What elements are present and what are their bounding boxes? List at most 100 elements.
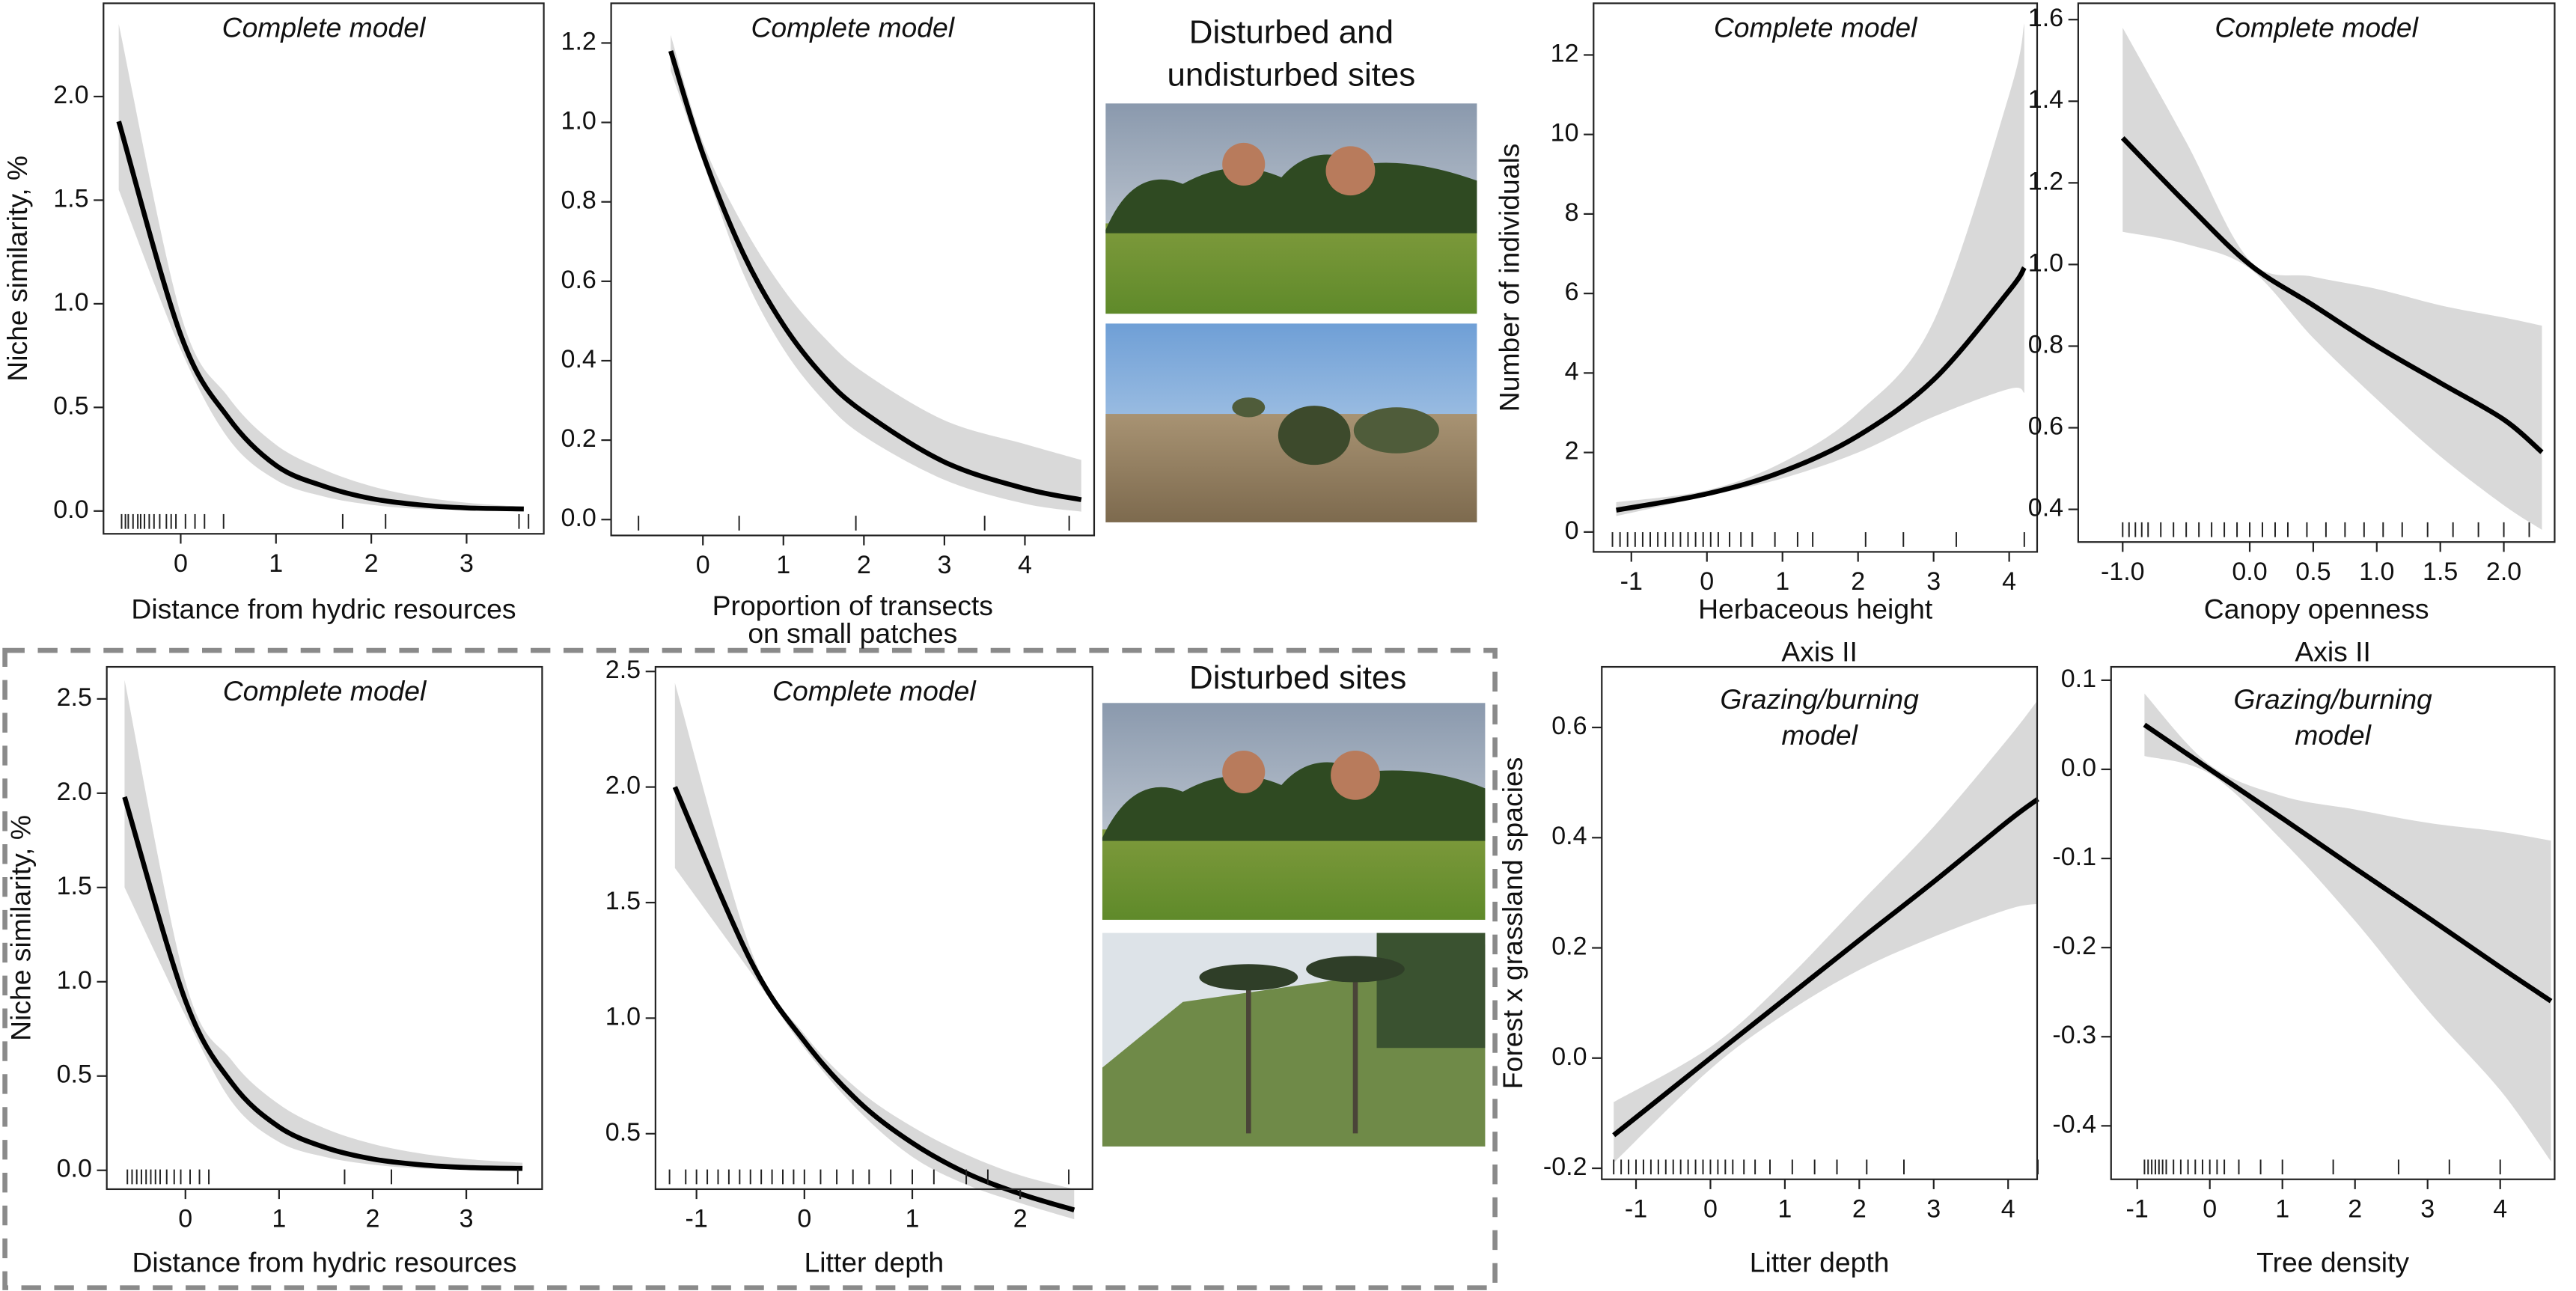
x-tick-label: 4 (2001, 1194, 2015, 1223)
x-tick-label: -1 (1625, 1194, 1647, 1223)
x-tick-label: 1 (1777, 1194, 1792, 1223)
panel-title: Axis II (1781, 635, 1858, 667)
confidence-band (1616, 22, 2024, 516)
x-tick-label: 2 (1013, 1205, 1028, 1233)
y-tick-label: 1.0 (605, 1002, 641, 1031)
y-tick-label: 10 (1551, 119, 1579, 147)
x-tick-label: -1.0 (2101, 558, 2145, 586)
y-tick-label: 0.5 (53, 391, 88, 420)
y-tick-label: 1.5 (57, 872, 92, 900)
photo-title: undisturbed sites (1168, 57, 1416, 94)
fitted-line (1612, 797, 2039, 1138)
y-tick-label: 1.5 (605, 887, 641, 915)
panel: 0 1 2 3 4 0.0 0.2 0.4 0.6 0.8 1.0 1.2 Proportion of … (561, 2, 1096, 649)
y-tick-label: 0.5 (605, 1118, 641, 1147)
y-tick-label: 1.4 (2028, 85, 2063, 114)
x-tick-label: 3 (1926, 1194, 1941, 1223)
x-tick-label: 3 (460, 549, 474, 578)
model-annotation: Grazing/burning (2233, 683, 2432, 715)
y-tick-label: 6 (1565, 278, 1579, 306)
plot-frame (654, 665, 1093, 1191)
x-axis-label: on small patches (748, 617, 957, 649)
panel-title: Complete model (772, 675, 977, 706)
fitted-line (122, 796, 523, 1171)
x-tick-label: 2 (857, 551, 871, 579)
fitted-line (2143, 722, 2553, 1004)
y-tick-label: 2.0 (57, 778, 92, 806)
panel: -1.0 0.0 0.5 1.0 1.5 2.0 0.4 0.6 0.8 1.0 1.2 1.4 1.6… (2028, 2, 2556, 624)
x-tick-label: 1 (776, 551, 790, 579)
fitted-line (672, 786, 1075, 1212)
y-tick-label: 0.5 (57, 1060, 92, 1089)
y-tick-label: 0.1 (2061, 665, 2096, 693)
x-tick-label: 3 (2420, 1194, 2435, 1223)
x-tick-label: 4 (1018, 551, 1032, 579)
y-tick-label: 0.8 (2028, 330, 2063, 358)
x-tick-label: 0 (174, 549, 188, 578)
y-tick-label: 0.0 (2061, 754, 2096, 782)
model-annotation: model (2295, 719, 2372, 751)
x-tick-label: 4 (2002, 567, 2016, 596)
plot-frame (610, 2, 1096, 537)
fitted-line (1616, 266, 2027, 513)
x-tick-label: 2 (1852, 1194, 1867, 1223)
confidence-band (2122, 28, 2542, 530)
fitted-line (668, 50, 1082, 502)
x-axis-label: Canopy openness (2204, 593, 2429, 624)
y-tick-label: 0.2 (561, 424, 596, 453)
plot-frame (103, 2, 545, 535)
photo (1105, 323, 1477, 522)
x-tick-label: 2.0 (2486, 558, 2521, 586)
y-tick-label: 2.5 (57, 683, 92, 712)
y-tick-label: 0.6 (2028, 412, 2063, 441)
x-tick-label: 2 (366, 1205, 380, 1233)
plot-frame (106, 665, 543, 1191)
y-tick-label: 0.6 (1551, 712, 1587, 740)
fitted-line (116, 120, 524, 512)
x-tick-label: 2 (1851, 567, 1865, 596)
x-tick-label: 1.0 (2359, 558, 2394, 586)
x-tick-label: 4 (2493, 1194, 2507, 1223)
y-tick-label: 0 (1565, 516, 1579, 545)
y-tick-label: 1.0 (53, 288, 88, 317)
confidence-band (118, 24, 524, 511)
y-axis-label: Niche similarity, % (5, 815, 37, 1041)
panel: -1 0 1 2 3 4 -0.2 0.0 0.2 0.4 0.6 Litter depth Fores… (1497, 635, 2039, 1278)
x-tick-label: 3 (937, 551, 951, 579)
x-tick-label: 0 (797, 1205, 811, 1233)
x-tick-label: 1 (906, 1205, 920, 1233)
y-tick-label: 2.0 (53, 81, 88, 109)
y-tick-label: -0.2 (1543, 1153, 1587, 1181)
panel-title: Complete model (223, 675, 427, 706)
plot-frame (2077, 2, 2556, 543)
x-tick-label: 3 (460, 1205, 474, 1233)
y-axis-label: Number of individuals (1493, 144, 1524, 412)
plot-frame (1601, 665, 2039, 1180)
x-tick-label: 0 (2203, 1194, 2217, 1223)
confidence-band (124, 680, 523, 1171)
x-axis-label: Litter depth (804, 1247, 944, 1278)
x-axis-label: Proportion of transects (712, 590, 993, 621)
panel: -1 0 1 2 0.5 1.0 1.5 2.0 2.5 Litter depth Complete… (605, 656, 1093, 1278)
x-tick-label: 2 (2348, 1194, 2362, 1223)
x-tick-label: 0 (1703, 1194, 1718, 1223)
photo-title: Disturbed and (1189, 14, 1394, 51)
plot-frame (2110, 665, 2556, 1180)
panel-title: Complete model (222, 11, 427, 43)
photo (1102, 703, 1486, 921)
confidence-band (671, 34, 1081, 512)
x-axis-label: Tree density (2256, 1247, 2409, 1278)
y-axis-label: Niche similarity, % (1, 156, 33, 382)
panel-title: Complete model (1714, 11, 1918, 43)
y-tick-label: 8 (1565, 198, 1579, 227)
y-tick-label: 0.4 (561, 345, 596, 373)
x-axis-label: Herbaceous height (1698, 593, 1933, 624)
y-tick-label: 1.2 (561, 27, 596, 55)
x-axis-label: Distance from hydric resources (132, 1247, 516, 1278)
x-tick-label: -1 (2126, 1194, 2149, 1223)
x-tick-label: 2 (364, 549, 379, 578)
dashed-frame (2, 647, 1498, 1290)
y-tick-label: 0.2 (1551, 933, 1587, 961)
panel: 0 1 2 3 0.0 0.5 1.0 1.5 2.0 2.5 Distance from hydr… (5, 665, 543, 1278)
